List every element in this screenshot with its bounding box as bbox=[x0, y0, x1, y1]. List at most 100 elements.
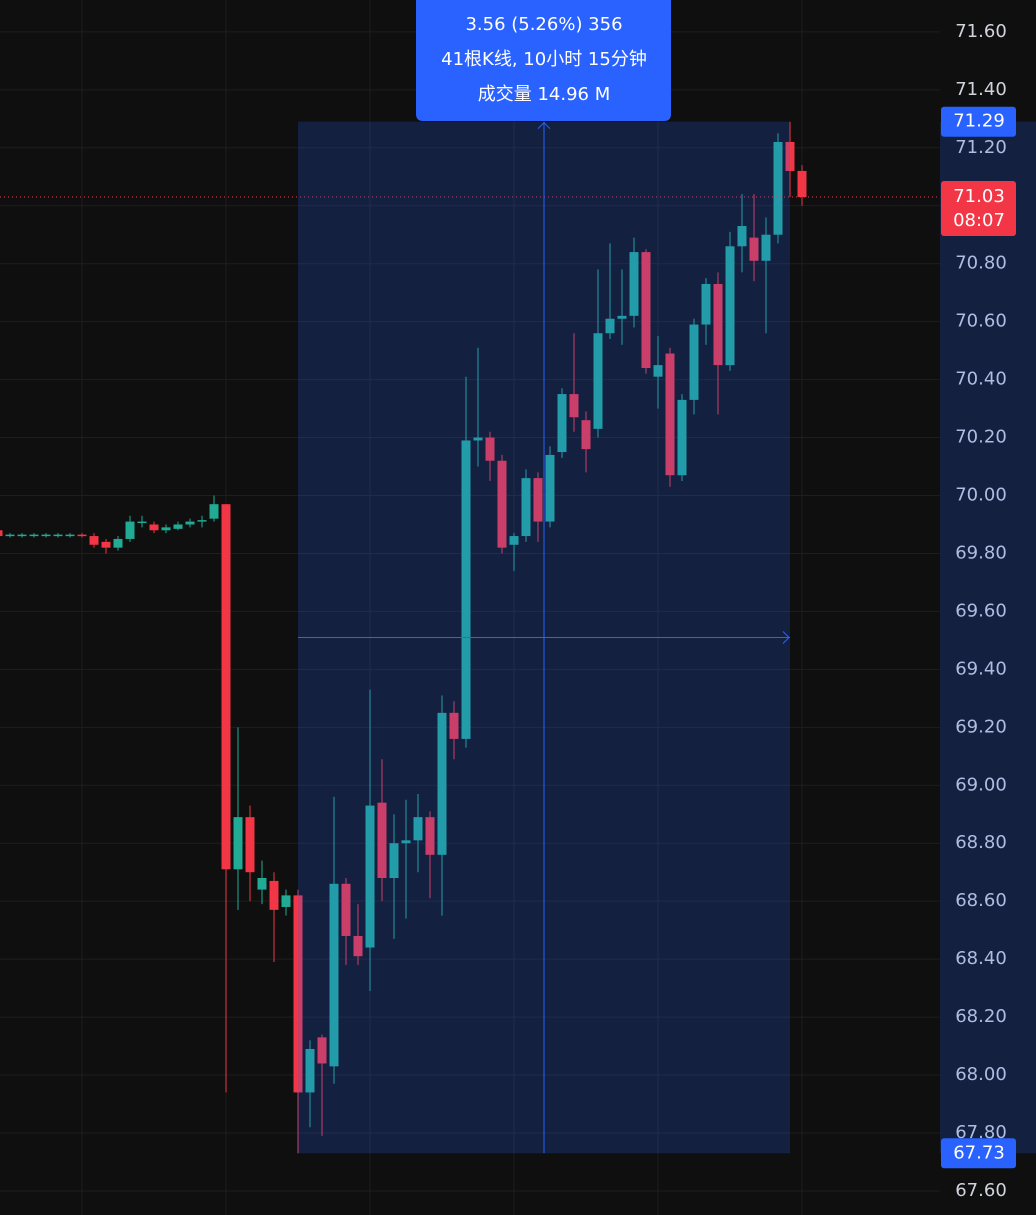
y-tick-label: 71.40 bbox=[955, 79, 1007, 100]
candle-body bbox=[317, 1037, 327, 1064]
candle-body bbox=[473, 437, 483, 441]
y-tick-label: 68.60 bbox=[955, 890, 1007, 911]
candle-body bbox=[581, 420, 591, 450]
y-tick-label: 68.00 bbox=[955, 1064, 1007, 1085]
candle-body bbox=[665, 353, 675, 476]
candle-body bbox=[149, 524, 159, 531]
y-tick-label: 68.20 bbox=[955, 1006, 1007, 1027]
candle-body bbox=[797, 170, 807, 198]
candle-body bbox=[761, 234, 771, 261]
candle-body bbox=[53, 534, 63, 537]
candle-body bbox=[557, 394, 567, 453]
candle-body bbox=[413, 817, 423, 841]
candle-body bbox=[677, 399, 687, 476]
candle-body bbox=[269, 880, 279, 910]
candle-body bbox=[89, 536, 99, 545]
y-tick-label: 70.60 bbox=[955, 311, 1007, 332]
y-tick-label: 70.00 bbox=[955, 485, 1007, 506]
candle-body bbox=[437, 712, 447, 855]
candle-body bbox=[197, 520, 207, 522]
candle-body bbox=[257, 877, 267, 890]
measure-arrow-right bbox=[782, 631, 790, 644]
y-tick-label: 70.80 bbox=[955, 253, 1007, 274]
measure-tooltip-text: 41根K线, 10小时 15分钟 bbox=[441, 49, 647, 70]
axis-high-box bbox=[941, 106, 1016, 137]
candle-body bbox=[641, 252, 651, 369]
candle-body bbox=[485, 437, 495, 461]
candle-body bbox=[521, 478, 531, 537]
y-tick-label: 71.20 bbox=[955, 137, 1007, 158]
y-tick-label: 67.80 bbox=[955, 1122, 1007, 1143]
axis-high-label: 71.29 bbox=[953, 111, 1005, 132]
candle-body bbox=[233, 817, 243, 870]
candle-body bbox=[305, 1048, 315, 1093]
axis-range-highlight bbox=[940, 121, 1036, 1154]
measure-tooltip-text: 成交量 14.96 M bbox=[478, 84, 611, 105]
candle-body bbox=[365, 805, 375, 948]
measure-tooltip bbox=[416, 0, 671, 121]
candle-body bbox=[293, 895, 303, 1093]
countdown-label: 08:07 bbox=[953, 210, 1005, 231]
candle-body bbox=[353, 935, 363, 957]
candle-body bbox=[689, 324, 699, 400]
candle-body bbox=[377, 802, 387, 878]
last-price-box bbox=[941, 181, 1016, 237]
candle-body bbox=[401, 840, 411, 844]
candle-body bbox=[245, 817, 255, 873]
candle-body bbox=[209, 504, 219, 519]
measure-arrow-up bbox=[537, 121, 551, 130]
candle-body bbox=[0, 530, 3, 537]
candle-body bbox=[617, 315, 627, 319]
candle-body bbox=[5, 534, 15, 537]
y-tick-label: 71.60 bbox=[955, 21, 1007, 42]
candle-body bbox=[17, 534, 27, 537]
candle-body bbox=[41, 534, 51, 537]
candle-body bbox=[77, 534, 87, 537]
candle-body bbox=[737, 226, 747, 247]
measure-tooltip-text: 3.56 (5.26%) 356 bbox=[465, 14, 622, 35]
candle-body bbox=[725, 246, 735, 366]
candle-body bbox=[785, 141, 795, 171]
candle-body bbox=[425, 817, 435, 855]
y-tick-label: 70.40 bbox=[955, 369, 1007, 390]
candle-body bbox=[545, 454, 555, 522]
y-tick-label: 67.60 bbox=[955, 1180, 1007, 1201]
candle-body bbox=[773, 141, 783, 235]
candle-body bbox=[341, 883, 351, 936]
candle-body bbox=[749, 237, 759, 261]
candle-body bbox=[509, 536, 519, 545]
candle-body bbox=[593, 333, 603, 429]
candle-body bbox=[65, 534, 75, 537]
candle-body bbox=[461, 440, 471, 739]
candle-body bbox=[713, 283, 723, 366]
candle-body bbox=[329, 883, 339, 1067]
last-price-label: 71.03 bbox=[953, 186, 1005, 207]
candle-body bbox=[497, 460, 507, 548]
candle-body bbox=[125, 521, 135, 539]
candle-body bbox=[101, 541, 111, 548]
candle-body bbox=[449, 712, 459, 739]
candle-body bbox=[173, 524, 183, 529]
candle-body bbox=[629, 252, 639, 316]
candle-body bbox=[29, 534, 39, 537]
y-tick-label: 70.20 bbox=[955, 427, 1007, 448]
candle-body bbox=[605, 318, 615, 334]
y-tick-label: 69.40 bbox=[955, 658, 1007, 679]
y-tick-label: 69.20 bbox=[955, 716, 1007, 737]
candle-body bbox=[281, 895, 291, 907]
candle-body bbox=[701, 283, 711, 325]
candle-body bbox=[137, 521, 147, 524]
candle-body bbox=[569, 394, 579, 418]
candle-body bbox=[389, 843, 399, 878]
candle-body bbox=[161, 527, 171, 531]
y-tick-label: 68.40 bbox=[955, 948, 1007, 969]
axis-low-label: 67.73 bbox=[953, 1142, 1005, 1163]
candle-body bbox=[533, 478, 543, 522]
y-tick-label: 69.60 bbox=[955, 600, 1007, 621]
y-tick-label: 69.00 bbox=[955, 774, 1007, 795]
candle-body bbox=[113, 538, 123, 548]
y-tick-label: 68.80 bbox=[955, 832, 1007, 853]
